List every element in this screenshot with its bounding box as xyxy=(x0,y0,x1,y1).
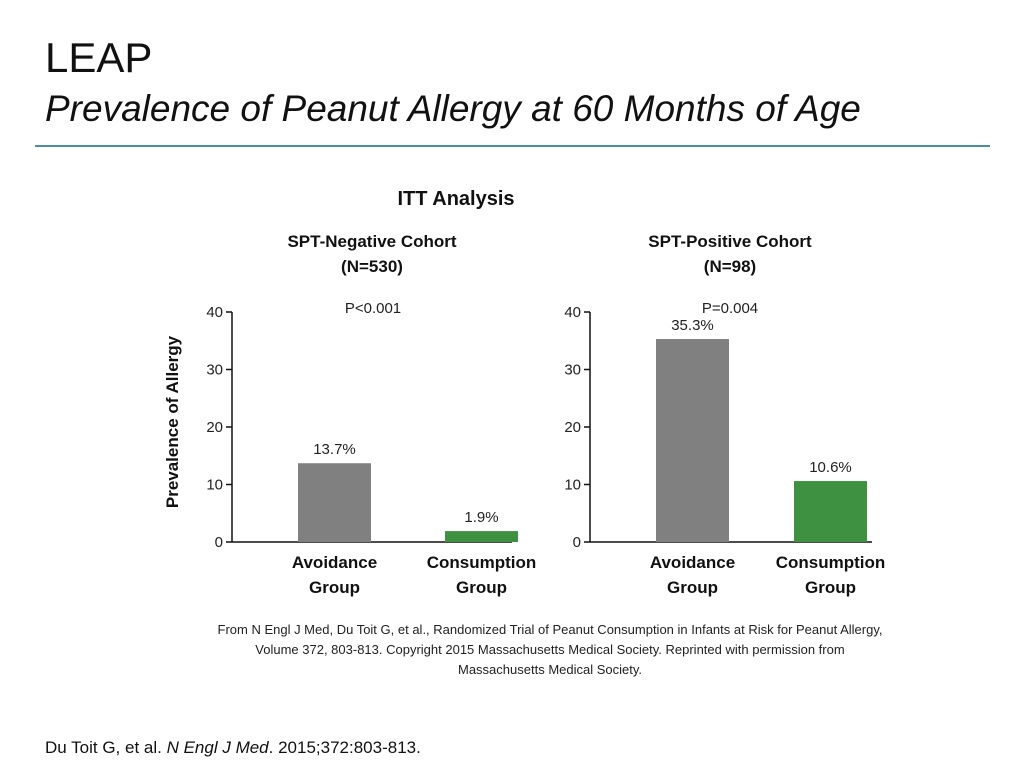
y-axis-label: Prevalence of Allergy xyxy=(163,335,182,508)
bar-value-label: 35.3% xyxy=(671,317,714,334)
source-caption: From N Engl J Med, Du Toit G, et al., Ra… xyxy=(170,620,930,680)
bar xyxy=(656,339,729,542)
y-tick-label: 10 xyxy=(206,477,223,494)
source-caption-line-2: Volume 372, 803-813. Copyright 2015 Mass… xyxy=(255,642,845,657)
category-label: Avoidance xyxy=(292,553,377,572)
slide-title: LEAP xyxy=(45,34,153,81)
spt-positive-chart: SPT-Positive Cohort (N=98) P=0.004 0 10 20 30 4… xyxy=(564,232,885,597)
category-label: Group xyxy=(805,578,856,597)
category-label: Consumption xyxy=(776,553,886,572)
citation-authors: Du Toit G, et al. xyxy=(45,738,162,757)
category-label: Group xyxy=(456,578,507,597)
y-tick-label: 30 xyxy=(206,362,223,379)
bar-value-label: 1.9% xyxy=(464,509,498,526)
y-tick-label: 20 xyxy=(564,419,581,436)
title-divider xyxy=(35,145,990,147)
category-label: Consumption xyxy=(427,553,537,572)
y-tick-label: 40 xyxy=(206,304,223,321)
bar-value-label: 10.6% xyxy=(809,459,852,476)
y-tick-label: 0 xyxy=(215,534,223,551)
y-tick-label: 30 xyxy=(564,362,581,379)
y-tick-label: 40 xyxy=(564,304,581,321)
p-value: P<0.001 xyxy=(345,300,401,317)
bar xyxy=(298,463,371,542)
spt-negative-chart: SPT-Negative Cohort (N=530) P<0.001 0 10 20 30… xyxy=(206,232,536,597)
figure-heading: ITT Analysis xyxy=(397,188,514,210)
y-tick-label: 10 xyxy=(564,477,581,494)
bar-value-label: 13.7% xyxy=(313,441,356,458)
bar xyxy=(794,481,867,542)
category-label: Avoidance xyxy=(650,553,735,572)
y-tick-label: 0 xyxy=(573,534,581,551)
citation-journal: N Engl J Med xyxy=(166,738,269,757)
p-value: P=0.004 xyxy=(702,300,758,317)
slide-subtitle: Prevalence of Peanut Allergy at 60 Month… xyxy=(45,88,861,129)
category-label: Group xyxy=(309,578,360,597)
chart-title: SPT-Positive Cohort xyxy=(648,232,812,251)
chart-n-label: (N=98) xyxy=(704,257,756,276)
citation-details: . 2015;372:803-813. xyxy=(268,738,421,757)
source-caption-line-1: From N Engl J Med, Du Toit G, et al., Ra… xyxy=(217,622,883,637)
category-label: Group xyxy=(667,578,718,597)
source-caption-line-3: Massachusetts Medical Society. xyxy=(458,662,642,677)
citation: Du Toit G, et al. N Engl J Med. 2015;372… xyxy=(45,738,421,758)
chart-n-label: (N=530) xyxy=(341,257,403,276)
y-tick-label: 20 xyxy=(206,419,223,436)
chart-title: SPT-Negative Cohort xyxy=(287,232,456,251)
bar xyxy=(445,531,518,542)
